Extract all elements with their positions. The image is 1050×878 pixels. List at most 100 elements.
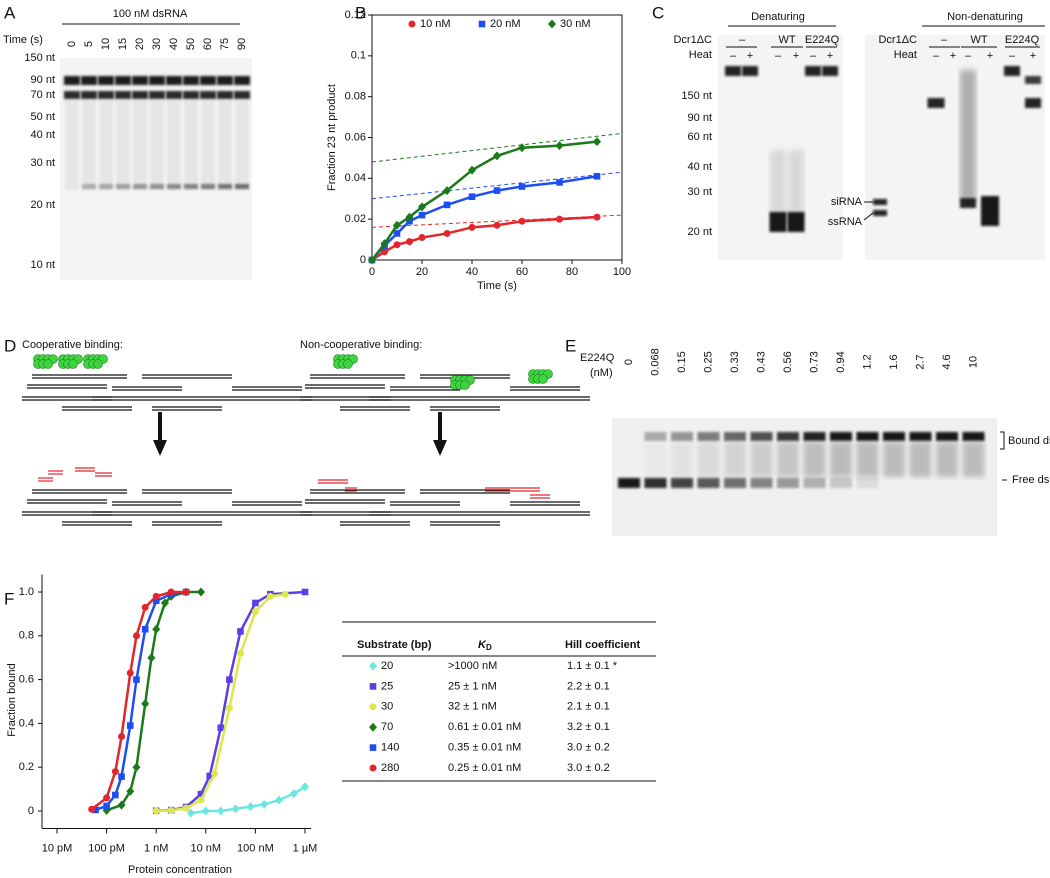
point [186, 808, 195, 818]
band [184, 184, 198, 189]
smear [960, 70, 976, 200]
y-tick-label: 0.2 [19, 761, 34, 773]
band [805, 66, 821, 76]
smear [133, 100, 147, 190]
smear [909, 442, 932, 477]
arrowhead [153, 440, 167, 456]
point [197, 796, 205, 804]
band [200, 91, 216, 99]
band [822, 66, 838, 76]
point [443, 201, 451, 209]
panel-label: B [355, 3, 366, 22]
marker-label: 40 nt [31, 129, 55, 141]
protein [58, 354, 83, 369]
band-label: Bound dsRNA [1008, 435, 1050, 447]
point [246, 802, 255, 812]
heat-label: + [1030, 50, 1036, 62]
point [281, 590, 289, 598]
x-tick-label: 40 [466, 266, 478, 278]
column-label: – [739, 34, 746, 46]
point [88, 805, 96, 813]
fit-line [90, 590, 187, 811]
row-label: Dcr1ΔC [878, 34, 917, 46]
panel-label: C [652, 3, 664, 22]
x-axis-label: Protein concentration [128, 864, 232, 876]
point [182, 804, 190, 812]
arrowhead [433, 440, 447, 456]
smear [65, 100, 79, 190]
band [830, 432, 852, 441]
marker-label: 50 nt [31, 111, 55, 123]
protein-lobe [343, 359, 353, 369]
table-cell: 3.0 ± 0.2 [567, 742, 610, 754]
smear [750, 442, 773, 477]
point [381, 248, 388, 256]
lane-label: 2.7 [914, 354, 926, 369]
marker-label: 60 nt [688, 131, 712, 143]
point [152, 597, 160, 605]
point [405, 212, 414, 222]
gel-a [60, 58, 252, 280]
heat-label: + [987, 50, 993, 62]
marker-label: 70 nt [31, 89, 55, 101]
band [116, 184, 130, 189]
band [644, 478, 667, 488]
band [671, 432, 693, 441]
x-tick-label: 10 nM [191, 842, 222, 854]
panel-label: E [565, 336, 576, 355]
smear [218, 100, 232, 190]
protein-lobe [460, 380, 470, 390]
smear [671, 442, 693, 477]
lane-label: 1.2 [861, 354, 873, 369]
point [152, 592, 160, 600]
band [725, 66, 741, 76]
legend-label: 20 nM [490, 18, 521, 30]
point [556, 215, 563, 223]
smear [644, 442, 667, 477]
band [115, 76, 131, 85]
smear [830, 442, 852, 477]
gel-e [612, 418, 997, 536]
point [118, 773, 125, 780]
point [126, 786, 135, 796]
point [111, 768, 119, 776]
lane-label: 4.6 [941, 354, 953, 369]
section-title: Non-denaturing [947, 11, 1023, 23]
kd-symbol: K [478, 639, 487, 651]
band [856, 432, 879, 441]
point [556, 179, 563, 186]
band [133, 184, 147, 189]
point [132, 762, 141, 772]
lane-label: 0.56 [782, 351, 794, 372]
band [183, 91, 199, 99]
lane-label: 0.94 [835, 351, 847, 372]
legend-marker [369, 703, 377, 711]
heat-label: – [810, 50, 817, 62]
point [289, 788, 298, 798]
diagram-title: Non-cooperative binding: [300, 339, 422, 351]
band [1025, 76, 1041, 84]
lane-label: 0 [66, 41, 78, 47]
column-label: WT [970, 34, 987, 46]
band [644, 432, 667, 441]
point [593, 137, 601, 147]
table-cell: 0.35 ± 0.01 nM [448, 742, 521, 754]
smear [184, 100, 198, 190]
lane-label: 0.43 [755, 351, 767, 372]
protein-lobe [68, 359, 78, 369]
band [98, 76, 114, 85]
y-tick-label: 0.1 [351, 50, 366, 62]
point [518, 217, 526, 225]
point [236, 649, 244, 657]
row-label: Heat [689, 49, 712, 61]
point [231, 804, 240, 814]
band [234, 76, 250, 85]
point [493, 187, 501, 194]
protein [450, 375, 475, 390]
smear [724, 442, 746, 477]
band [803, 432, 826, 441]
band [166, 76, 182, 85]
band [750, 432, 773, 441]
point [443, 229, 451, 237]
